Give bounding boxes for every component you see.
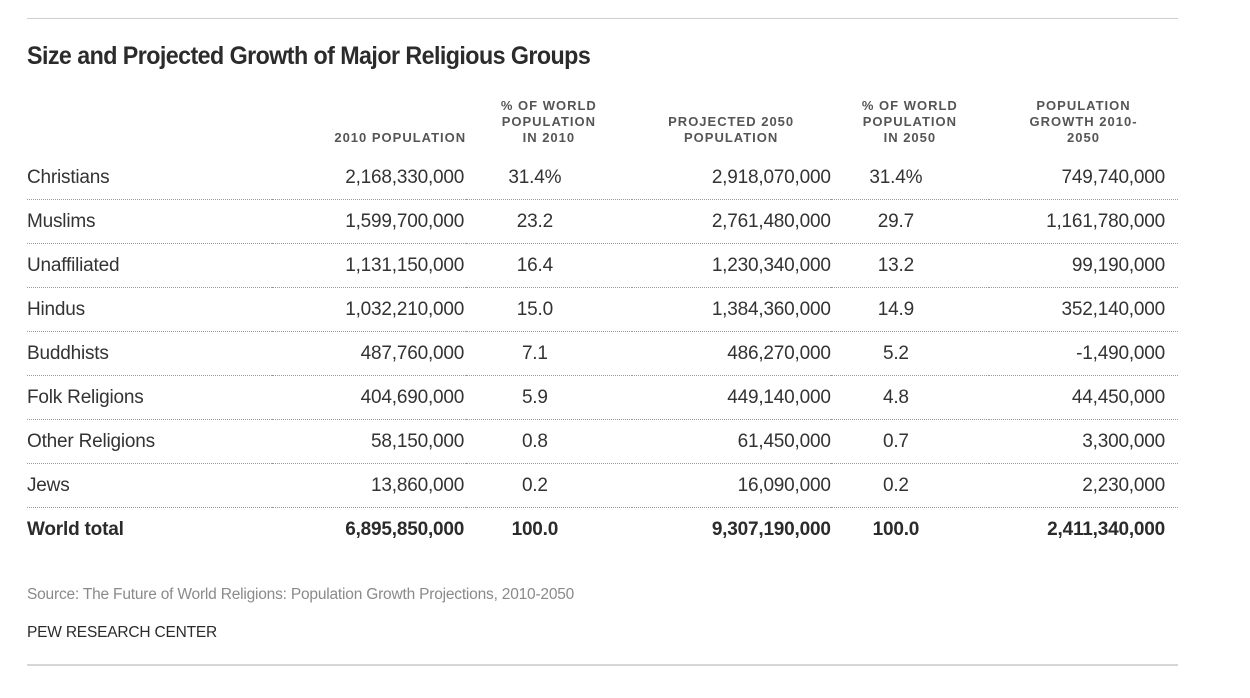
table-row: Muslims 1,599,700,000 23.2 2,761,480,000 29.…	[27, 199, 1178, 244]
header-cell-2: % OF WORLD POPULATION IN 2010	[466, 98, 631, 156]
table-row: Other Religions 58,150,000 0.8 61,450,000 0.…	[27, 419, 1178, 464]
pop-2010-cell: 1,032,210,000	[272, 287, 467, 332]
growth-cell: 352,140,000	[989, 287, 1178, 332]
table-row: Unaffiliated 1,131,150,000 16.4 1,230,340,0…	[27, 243, 1178, 288]
header-cell-1: 2010 POPULATION	[272, 98, 466, 156]
header-row: 2010 POPULATION% OF WORLD POPULATION IN 20…	[27, 98, 1178, 156]
source-note: Source: The Future of World Religions: P…	[27, 586, 575, 603]
pop-2050-cell: 9,307,190,000	[711, 518, 831, 540]
pct-2010-cell: 23.2	[466, 199, 632, 244]
credit-label: PEW RESEARCH CENTER	[27, 624, 217, 641]
chart-title: Size and Projected Growth of Major Relig…	[27, 42, 591, 70]
top-divider	[27, 18, 1178, 19]
pop-2010-cell: 404,690,000	[272, 375, 467, 420]
group-name-cell: Christians	[27, 156, 273, 200]
pop-2050-cell: 486,270,000	[631, 331, 831, 376]
pct-2050-cell: 0.2	[830, 463, 990, 508]
group-name-cell: Folk Religions	[27, 375, 273, 420]
table-row: Buddhists 487,760,000 7.1 486,270,000 5.2 -1,…	[27, 331, 1178, 376]
pct-2010-cell: 7.1	[466, 331, 632, 376]
pct-2050-cell: 4.8	[830, 375, 990, 420]
pct-2050-cell: 14.9	[830, 287, 990, 332]
pct-2010-cell: 0.2	[466, 463, 632, 508]
header-text-line: PROJECTED 2050	[668, 114, 795, 129]
pct-2010-cell: 5.9	[466, 375, 632, 420]
header-text-line: % OF WORLD	[500, 98, 597, 113]
growth-cell: 99,190,000	[989, 243, 1178, 288]
growth-cell: 44,450,000	[989, 375, 1178, 420]
table-row: Folk Religions 404,690,000 5.9 449,140,000 4…	[27, 375, 1178, 420]
header-cell-5: POPULATION GROWTH 2010- 2050	[989, 98, 1178, 156]
group-name-cell: Buddhists	[27, 331, 273, 376]
pop-2010-cell: 6,895,850,000	[345, 518, 465, 540]
pop-2010-cell: 487,760,000	[272, 331, 467, 376]
header-text-line: IN 2050	[883, 130, 937, 145]
bottom-divider	[27, 664, 1178, 666]
growth-cell: 1,161,780,000	[989, 199, 1178, 244]
group-name-cell: Muslims	[27, 199, 273, 244]
growth-cell: 749,740,000	[989, 156, 1178, 200]
pop-2050-cell: 1,230,340,000	[631, 243, 831, 288]
growth-cell: 3,300,000	[989, 419, 1178, 464]
table-row: Christians 2,168,330,000 31.4% 2,918,070,00…	[27, 156, 1178, 200]
pct-2050-cell: 0.7	[830, 419, 990, 464]
pop-2050-cell: 2,761,480,000	[631, 199, 831, 244]
header-cell-label	[27, 98, 272, 156]
pop-2010-cell: 2,168,330,000	[272, 156, 467, 200]
pct-2050-cell: 13.2	[830, 243, 990, 288]
pop-2050-cell: 449,140,000	[631, 375, 831, 420]
header-text-line: 2050	[1067, 130, 1100, 145]
growth-cell: -1,490,000	[989, 331, 1178, 376]
pop-2050-cell: 2,918,070,000	[631, 156, 831, 200]
pop-2010-cell: 1,599,700,000	[272, 199, 467, 244]
header-text-line: % OF WORLD	[861, 98, 958, 113]
table-row: Jews 13,860,000 0.2 16,090,000 0.2 2,230,000	[27, 463, 1178, 508]
group-name-cell: Unaffiliated	[27, 243, 273, 288]
header-cell-3: PROJECTED 2050 POPULATION	[632, 98, 831, 156]
header-text-line: GROWTH 2010-	[1029, 114, 1138, 129]
growth-cell: 2,411,340,000	[1047, 518, 1165, 540]
growth-cell: 2,230,000	[989, 463, 1178, 508]
pct-2050-cell: 29.7	[830, 199, 990, 244]
religion-table: 2010 POPULATION% OF WORLD POPULATION IN 20…	[27, 98, 1178, 551]
pct-2010-cell: 31.4%	[466, 156, 632, 200]
header-text-line: POPULATION	[1036, 98, 1131, 113]
header-cell-4: % OF WORLD POPULATION IN 2050	[831, 98, 989, 156]
group-name-cell: Jews	[27, 463, 273, 508]
group-name-cell: World total	[27, 518, 124, 540]
pct-2010-cell: 16.4	[466, 243, 632, 288]
pct-2010-cell: 0.8	[466, 419, 632, 464]
total-row: World total 6,895,850,000 100.0 9,307,190,0…	[27, 508, 1178, 552]
pop-2050-cell: 1,384,360,000	[631, 287, 831, 332]
pop-2050-cell: 61,450,000	[631, 419, 831, 464]
header-text-line: POPULATION	[501, 114, 596, 129]
header-text-line: POPULATION	[684, 130, 779, 145]
pop-2010-cell: 58,150,000	[272, 419, 467, 464]
pct-2050-cell: 5.2	[830, 331, 990, 376]
group-name-cell: Hindus	[27, 287, 273, 332]
group-name-cell: Other Religions	[27, 419, 273, 464]
table-row: Hindus 1,032,210,000 15.0 1,384,360,000 14.9…	[27, 287, 1178, 332]
pct-2010-cell: 15.0	[466, 287, 632, 332]
pct-2050-cell: 100.0	[872, 518, 920, 540]
header-text-line: IN 2010	[522, 130, 576, 145]
pct-2050-cell: 31.4%	[830, 156, 990, 200]
pop-2050-cell: 16,090,000	[631, 463, 831, 508]
pop-2010-cell: 1,131,150,000	[272, 243, 467, 288]
pop-2010-cell: 13,860,000	[272, 463, 467, 508]
header-text-line: 2010 POPULATION	[334, 130, 467, 145]
pct-2010-cell: 100.0	[511, 518, 559, 540]
table-body: Christians 2,168,330,000 31.4% 2,918,070,00…	[27, 156, 1178, 551]
header-text-line: POPULATION	[862, 114, 957, 129]
